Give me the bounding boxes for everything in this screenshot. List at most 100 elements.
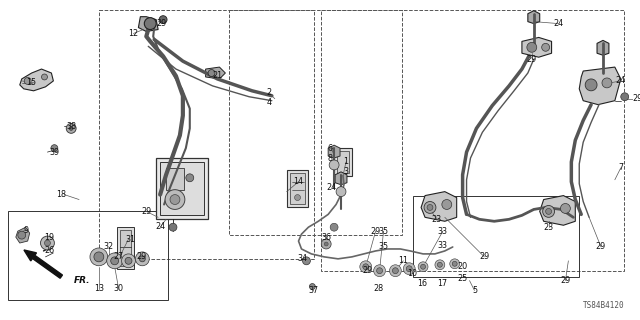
- Polygon shape: [522, 37, 552, 57]
- Text: 12: 12: [129, 29, 138, 38]
- Bar: [229, 10, 403, 235]
- Polygon shape: [205, 67, 225, 79]
- Circle shape: [336, 187, 346, 196]
- Text: TS84B4120: TS84B4120: [583, 301, 625, 310]
- Bar: [290, 173, 305, 204]
- Circle shape: [363, 264, 369, 270]
- Circle shape: [450, 259, 460, 269]
- Text: 32: 32: [104, 243, 114, 252]
- Text: 36: 36: [321, 233, 331, 242]
- Circle shape: [543, 205, 554, 217]
- Text: 16: 16: [417, 279, 427, 288]
- Circle shape: [602, 78, 612, 88]
- Circle shape: [390, 265, 401, 277]
- Circle shape: [546, 208, 552, 214]
- Circle shape: [42, 74, 47, 80]
- Text: 21: 21: [212, 71, 223, 80]
- Text: 29: 29: [371, 227, 381, 236]
- Circle shape: [165, 190, 185, 209]
- FancyArrow shape: [24, 250, 63, 278]
- Circle shape: [90, 248, 108, 266]
- Circle shape: [527, 42, 537, 52]
- Bar: [120, 230, 131, 266]
- Bar: [334, 148, 352, 176]
- Text: 27: 27: [113, 252, 124, 261]
- Text: 14: 14: [294, 177, 303, 186]
- Text: 4: 4: [266, 98, 271, 107]
- Text: 29: 29: [479, 252, 490, 261]
- Circle shape: [294, 195, 301, 201]
- Circle shape: [309, 284, 316, 290]
- Circle shape: [406, 266, 412, 272]
- Circle shape: [392, 268, 398, 274]
- Circle shape: [40, 236, 54, 250]
- Text: 24: 24: [616, 76, 626, 85]
- Text: 31: 31: [125, 235, 136, 244]
- Text: 20: 20: [458, 262, 468, 271]
- Text: 24: 24: [155, 222, 165, 231]
- Text: 5: 5: [472, 286, 477, 295]
- Text: 13: 13: [94, 284, 104, 293]
- Polygon shape: [597, 40, 609, 55]
- Circle shape: [427, 204, 433, 211]
- Text: 30: 30: [114, 284, 124, 293]
- Bar: [413, 196, 579, 277]
- Text: 24: 24: [326, 183, 336, 192]
- Circle shape: [140, 256, 145, 262]
- Circle shape: [403, 263, 415, 275]
- Circle shape: [360, 261, 372, 273]
- Circle shape: [420, 264, 426, 269]
- Polygon shape: [540, 196, 575, 225]
- Text: 29: 29: [156, 19, 166, 28]
- Bar: [321, 10, 624, 271]
- Text: 29: 29: [632, 94, 640, 103]
- Bar: [99, 10, 314, 259]
- Circle shape: [541, 43, 550, 51]
- Text: 29: 29: [363, 266, 373, 275]
- Circle shape: [107, 253, 123, 269]
- Polygon shape: [328, 145, 340, 158]
- Text: 7: 7: [618, 164, 623, 172]
- Text: 24: 24: [554, 19, 564, 28]
- Text: 38: 38: [66, 122, 76, 131]
- Circle shape: [208, 69, 215, 76]
- Text: 29: 29: [141, 207, 152, 216]
- Circle shape: [452, 261, 457, 266]
- Circle shape: [585, 79, 597, 91]
- Circle shape: [621, 93, 628, 101]
- Text: 9: 9: [23, 226, 28, 235]
- Text: 33: 33: [438, 241, 448, 250]
- Text: 34: 34: [298, 254, 307, 263]
- Text: 29: 29: [527, 55, 537, 64]
- Circle shape: [418, 262, 428, 272]
- Circle shape: [330, 223, 338, 231]
- Text: 2: 2: [266, 88, 271, 97]
- Circle shape: [24, 77, 31, 84]
- Polygon shape: [421, 192, 457, 221]
- Text: 19: 19: [44, 233, 54, 242]
- Polygon shape: [138, 17, 158, 31]
- Circle shape: [125, 257, 132, 264]
- Text: 39: 39: [49, 148, 60, 156]
- Text: 35: 35: [378, 227, 388, 236]
- Circle shape: [66, 124, 76, 133]
- Bar: [166, 168, 184, 190]
- Text: 33: 33: [438, 227, 448, 236]
- Circle shape: [45, 240, 51, 246]
- Circle shape: [561, 204, 570, 213]
- Text: 37: 37: [308, 286, 319, 295]
- Circle shape: [303, 257, 310, 265]
- Circle shape: [437, 262, 442, 267]
- Circle shape: [376, 268, 383, 274]
- Text: 23: 23: [432, 215, 442, 224]
- Text: 1: 1: [344, 157, 348, 166]
- Text: 17: 17: [436, 279, 447, 288]
- Text: 3: 3: [344, 167, 348, 176]
- Text: 29: 29: [596, 243, 606, 252]
- Circle shape: [374, 265, 385, 277]
- Circle shape: [69, 126, 73, 130]
- Bar: [8, 212, 168, 300]
- Circle shape: [324, 242, 328, 246]
- Circle shape: [321, 239, 331, 249]
- Bar: [337, 151, 349, 173]
